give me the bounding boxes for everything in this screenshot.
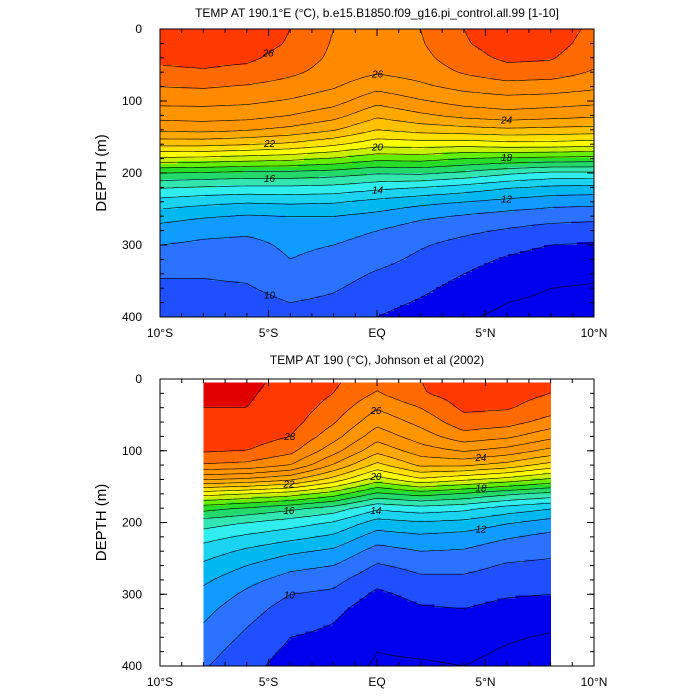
contour-line-16 bbox=[203, 492, 551, 519]
y-tick-label: 200 bbox=[122, 166, 142, 180]
contour-line-19 bbox=[203, 478, 551, 501]
x-tick-label: 10°N bbox=[581, 326, 608, 340]
contour-line-14 bbox=[203, 502, 551, 544]
contour-line-20 bbox=[203, 473, 551, 496]
contour-line-13 bbox=[162, 185, 594, 210]
x-tick-label: EQ bbox=[368, 326, 385, 340]
contour-line-24 bbox=[159, 105, 595, 133]
x-tick-label: 5°N bbox=[475, 675, 495, 689]
contour-label: 20 bbox=[371, 143, 384, 154]
contour-label: 10 bbox=[264, 290, 276, 301]
contour-label: 14 bbox=[372, 186, 384, 197]
y-tick-label: 400 bbox=[122, 659, 142, 673]
contour-line-11 bbox=[203, 531, 551, 624]
contour-label: 10 bbox=[284, 591, 296, 602]
contour-lines bbox=[203, 382, 551, 667]
axis-ticks bbox=[159, 378, 595, 667]
contour-label: 20 bbox=[369, 472, 382, 483]
contour-line-25 bbox=[159, 90, 595, 122]
contour-line-22 bbox=[160, 129, 595, 147]
contour-label: 26 bbox=[369, 406, 382, 417]
contour-line-15 bbox=[159, 171, 594, 189]
contour-line-8 bbox=[478, 283, 595, 318]
contour-line-13 bbox=[203, 508, 551, 562]
x-tick-label: EQ bbox=[368, 675, 385, 689]
chart-title: TEMP AT 190.1°E (°C), b.e15.B1850.f09_g1… bbox=[195, 6, 559, 20]
y-tick-label: 0 bbox=[135, 22, 142, 36]
contour-label: 12 bbox=[501, 194, 513, 205]
contour-line-20 bbox=[160, 146, 594, 158]
contour-line-11 bbox=[162, 205, 595, 259]
x-tick-label: 5°N bbox=[475, 326, 495, 340]
contour-label: 28 bbox=[283, 432, 296, 443]
contour-label: 16 bbox=[264, 174, 276, 185]
contour-label: 26 bbox=[371, 70, 384, 81]
contour-line-14 bbox=[159, 178, 594, 199]
contour-line-10 bbox=[208, 558, 551, 667]
contour-line-25 bbox=[203, 426, 551, 476]
y-tick-label: 0 bbox=[135, 372, 142, 386]
contour-line-28 bbox=[162, 28, 582, 69]
contour-line-19 bbox=[160, 151, 594, 163]
y-tick-label: 300 bbox=[122, 238, 142, 252]
contour-line-22 bbox=[203, 462, 551, 488]
contour-line-12 bbox=[159, 194, 594, 224]
contour-line-15 bbox=[203, 497, 551, 530]
contour-label: 28 bbox=[262, 49, 275, 60]
axis-ticks bbox=[159, 28, 595, 318]
contour-label: 18 bbox=[501, 153, 513, 164]
contour-line-27 bbox=[203, 390, 551, 465]
model-temperature-panel: 28 26 24 22 20 18 16 14 12 10 10°S 5°S EQ 5°N 10°N 0 100… bbox=[93, 6, 607, 340]
y-tick-label: 300 bbox=[122, 587, 142, 601]
contour-line-16 bbox=[159, 166, 594, 181]
contour-line-9 bbox=[377, 242, 595, 318]
x-tick-label: 10°S bbox=[147, 675, 173, 689]
contour-label: 22 bbox=[282, 480, 295, 491]
contour-line-10 bbox=[160, 221, 595, 303]
observed-temperature-panel: 28 26 24 22 20 18 16 14 12 10 10°S 5°S EQ 5°N 10°N 0 100… bbox=[93, 353, 607, 689]
contour-line-21 bbox=[160, 138, 594, 152]
filled-contour-field bbox=[160, 29, 595, 318]
contour-labels: 28 26 24 22 20 18 16 14 12 10 bbox=[282, 406, 487, 602]
contour-label: 18 bbox=[475, 483, 487, 494]
x-tick-label: 10°N bbox=[581, 675, 608, 689]
contour-lines bbox=[159, 28, 595, 318]
y-axis-label: DEPTH (m) bbox=[93, 134, 110, 212]
contour-label: 22 bbox=[263, 139, 276, 150]
contour-line-23 bbox=[160, 117, 595, 140]
x-tick-label: 5°S bbox=[259, 326, 278, 340]
contour-line-28 bbox=[203, 382, 551, 453]
contour-label: 12 bbox=[475, 524, 487, 535]
y-tick-label: 100 bbox=[122, 94, 142, 108]
y-tick-label: 200 bbox=[122, 516, 142, 530]
chart-title: TEMP AT 190 (°C), Johnson et al (2002) bbox=[270, 353, 484, 367]
contour-label: 24 bbox=[474, 453, 487, 464]
contour-line-17 bbox=[162, 161, 594, 174]
contour-line-18 bbox=[203, 482, 551, 506]
y-axis-label: DEPTH (m) bbox=[93, 484, 110, 562]
contour-line-8 bbox=[368, 632, 551, 667]
contour-line-17 bbox=[203, 487, 551, 512]
y-tick-label: 400 bbox=[122, 310, 142, 324]
contour-line-23 bbox=[203, 453, 551, 484]
contour-line-21 bbox=[203, 467, 551, 492]
contour-line-18 bbox=[159, 156, 595, 169]
contour-line-12 bbox=[203, 518, 551, 586]
contour-line-26 bbox=[160, 73, 595, 107]
contour-label: 14 bbox=[370, 506, 382, 517]
contour-line-9 bbox=[265, 588, 551, 667]
contour-labels: 28 26 24 22 20 18 16 14 12 10 bbox=[262, 49, 513, 302]
contour-line-26 bbox=[203, 409, 551, 470]
contour-label: 16 bbox=[283, 506, 295, 517]
y-tick-label: 100 bbox=[122, 444, 142, 458]
x-tick-label: 5°S bbox=[259, 675, 278, 689]
filled-contour-field bbox=[203, 382, 552, 667]
contour-line-24 bbox=[203, 441, 551, 480]
contour-line-29 bbox=[203, 382, 267, 408]
x-tick-label: 10°S bbox=[147, 326, 173, 340]
contour-label: 24 bbox=[500, 116, 513, 127]
